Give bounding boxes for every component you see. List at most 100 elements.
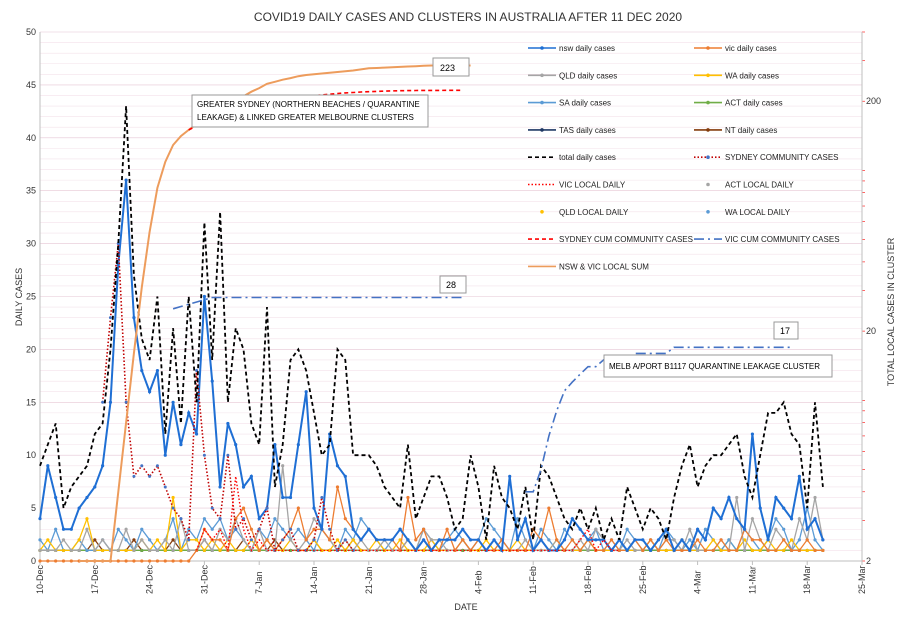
y-tick-label: 20: [26, 344, 36, 354]
series-marker: [335, 538, 340, 542]
series-marker: [429, 548, 434, 553]
series-marker: [453, 538, 457, 542]
y-tick-label: 25: [26, 292, 36, 302]
series-marker: [155, 548, 160, 553]
series-marker: [116, 527, 120, 531]
series-marker: [696, 527, 700, 531]
series-marker: [398, 527, 402, 531]
series-marker: [320, 548, 324, 553]
series-marker: [296, 506, 300, 510]
series-marker: [148, 538, 152, 542]
legend-marker: [706, 100, 710, 105]
series-marker: [351, 527, 355, 531]
legend-label: QLD LOCAL DAILY: [559, 208, 629, 217]
x-tick-label: 10-Dec: [35, 564, 45, 594]
series-marker: [633, 548, 637, 553]
series-marker: [54, 495, 58, 500]
series-marker: [124, 178, 128, 182]
series-marker: [555, 538, 559, 542]
series-marker: [148, 548, 152, 553]
series-marker: [570, 538, 574, 542]
legend-marker: [706, 182, 710, 187]
series-marker: [288, 538, 293, 542]
series-marker: [46, 538, 50, 542]
vic-local-line: [195, 476, 620, 552]
series-marker: [461, 538, 465, 542]
series-marker: [194, 538, 199, 542]
x-tick-label: 25-Feb: [638, 565, 648, 594]
legend-marker: [706, 210, 710, 214]
sydney-community-marker: [124, 400, 128, 404]
sydney-cluster-text-1: GREATER SYDNEY (NORTHERN BEACHES / QUARA…: [197, 100, 420, 109]
sydney-community-marker: [312, 538, 316, 542]
series-marker: [124, 527, 128, 531]
series-marker: [54, 527, 58, 531]
series-marker: [85, 495, 89, 500]
sydney-community-marker: [101, 400, 105, 404]
series-marker: [774, 548, 778, 553]
series-marker: [101, 538, 105, 542]
legend: nsw daily cases vic daily cases QLD daily …: [528, 44, 840, 271]
series-marker: [680, 538, 684, 542]
series-marker: [805, 527, 809, 531]
series-marker: [742, 527, 747, 531]
x-tick-label: 4-Feb: [473, 570, 483, 594]
series-marker: [359, 517, 363, 521]
series-marker: [758, 538, 762, 542]
series-marker: [750, 538, 755, 542]
series-marker: [38, 548, 42, 553]
series-marker: [61, 559, 66, 563]
series-marker: [101, 548, 105, 553]
series-marker: [774, 495, 778, 500]
series-marker: [766, 548, 770, 553]
series-marker: [124, 538, 128, 542]
legend-label: SA daily cases: [559, 99, 611, 108]
sydney-community-marker: [140, 464, 144, 468]
sydney-community-marker: [234, 527, 238, 531]
series-marker: [202, 548, 206, 553]
sydney-community-marker: [218, 517, 222, 521]
legend-marker: [706, 128, 710, 132]
series-marker: [531, 548, 535, 553]
series-marker: [241, 485, 246, 489]
series-marker: [406, 495, 410, 500]
legend-label: TAS daily cases: [559, 126, 616, 135]
y-tick-label: 10: [26, 450, 36, 460]
series-marker: [390, 538, 394, 542]
series-marker: [273, 517, 277, 521]
series-marker: [821, 548, 825, 553]
series-marker: [77, 538, 81, 542]
series-marker: [617, 548, 621, 553]
x-tick-label: 18-Mar: [802, 565, 812, 594]
series-marker: [46, 548, 50, 553]
series-marker: [93, 485, 97, 489]
series-marker: [641, 548, 645, 553]
series-marker: [758, 548, 762, 553]
sydney-community-marker: [179, 517, 183, 521]
series-marker: [343, 527, 347, 531]
series-marker: [140, 368, 144, 373]
series-marker: [69, 559, 73, 563]
series-marker: [54, 548, 58, 553]
series-marker: [375, 538, 379, 542]
series-marker: [602, 548, 606, 553]
series-marker: [171, 548, 175, 553]
series-marker: [343, 474, 347, 478]
series-marker: [696, 538, 700, 542]
vic-cum-line-1: [172, 296, 463, 310]
series-marker: [727, 495, 731, 500]
legend-marker: [706, 73, 710, 78]
series-marker: [241, 506, 246, 510]
sydney-community-marker: [187, 538, 191, 542]
series-marker: [656, 548, 661, 553]
series-marker: [719, 538, 723, 542]
series-marker: [257, 548, 261, 553]
series-marker: [703, 538, 708, 542]
series-marker: [61, 548, 66, 553]
series-marker: [570, 517, 574, 521]
series-marker: [202, 294, 206, 299]
series-marker: [108, 400, 113, 404]
series-marker: [758, 506, 762, 510]
series-marker: [132, 316, 136, 320]
series-marker: [296, 527, 300, 531]
